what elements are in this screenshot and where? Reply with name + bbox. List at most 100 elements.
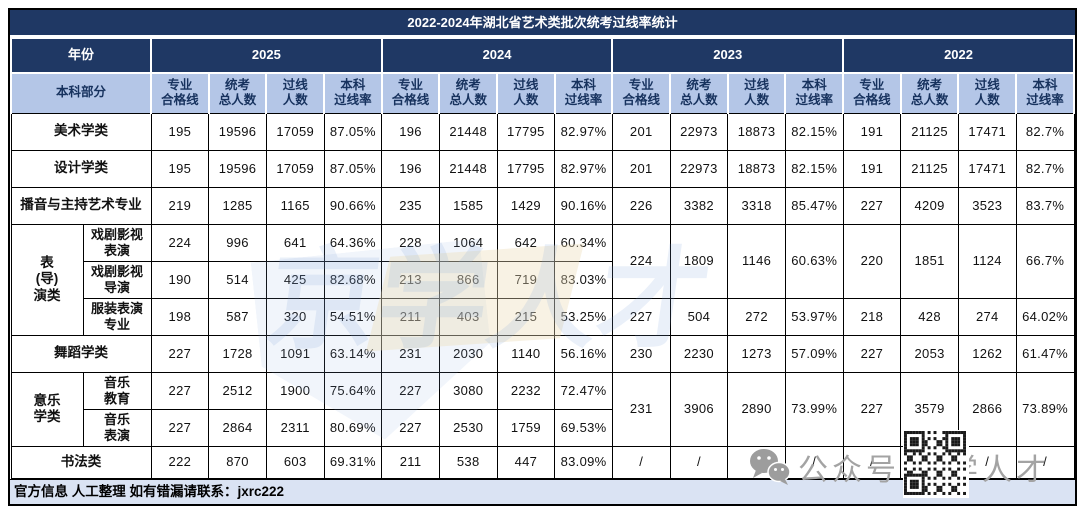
table-cell: 3906 — [669, 371, 729, 447]
table-cell: 191 — [842, 112, 902, 151]
table-cell: 201 — [611, 112, 671, 151]
table-cell: 3382 — [669, 186, 729, 225]
table-row: 舞蹈学类 227 1728 1091 63.14% 231 2030 1140 56.16% 23… — [10, 334, 1075, 373]
table-cell: 224 — [150, 223, 210, 262]
row-label: 戏剧影视 表演 — [82, 223, 152, 262]
table-cell: 1759 — [496, 408, 556, 447]
table-cell: 1146 — [727, 223, 786, 299]
table-cell: 198 — [150, 297, 210, 336]
table-cell: 2232 — [496, 371, 556, 410]
table-cell: 82.68% — [323, 260, 383, 299]
table-cell: 83.7% — [1015, 186, 1075, 225]
table-cell: 2230 — [669, 334, 729, 373]
table-cell: 21125 — [900, 149, 959, 188]
table-cell: 21448 — [438, 149, 498, 188]
table-cell: 17471 — [957, 112, 1017, 151]
table-cell: 19596 — [208, 112, 267, 151]
table-cell: 218 — [842, 297, 902, 336]
table-cell: 82.7% — [1015, 112, 1075, 151]
table-cell: 22973 — [669, 149, 729, 188]
table-cell: 211 — [381, 297, 440, 336]
year-header-2023: 2023 — [611, 37, 845, 74]
table-cell: / — [900, 445, 959, 479]
table-cell: 195 — [150, 112, 210, 151]
table-cell: 996 — [208, 223, 267, 262]
table-cell: 227 — [842, 334, 902, 373]
table-cell: 1140 — [496, 334, 556, 373]
table-cell: 1809 — [669, 223, 729, 299]
column-header: 专业 合格线 — [611, 72, 672, 114]
table-cell: 80.69% — [323, 408, 383, 447]
table-body: 美术学类 195 19596 17059 87.05% 196 21448 17795 82.9… — [10, 112, 1075, 479]
table-cell: 82.97% — [554, 112, 613, 151]
stats-table-frame: 2022-2024年湖北省艺术类批次统考过线率统计 年份 2025 2024 2023… — [8, 8, 1077, 506]
column-header: 过线 人数 — [726, 72, 787, 114]
table-cell: 60.63% — [784, 223, 844, 299]
table-cell: 1429 — [496, 186, 556, 225]
table-cell: 69.53% — [554, 408, 613, 447]
table-row: 表 (导) 演类 戏剧影视 表演 224 996 641 64.36% 228 1064 642… — [10, 223, 1075, 336]
table-cell: 17795 — [496, 149, 556, 188]
table-cell: 83.03% — [554, 260, 613, 299]
table-cell: 224 — [611, 223, 671, 299]
table-cell: 53.25% — [554, 297, 613, 336]
table-cell: 227 — [842, 186, 902, 225]
table-cell: 220 — [842, 223, 902, 299]
table-header: 年份 2025 2024 2023 2022 本科部分 专业 合格线 统考 总人数 过线 人数… — [9, 37, 1075, 114]
table-cell: 1585 — [438, 186, 498, 225]
table-cell: 57.09% — [784, 334, 844, 373]
footer-note: 官方信息 人工整理 如有错漏请联系：jxrc222 — [10, 478, 1075, 504]
table-cell: 642 — [496, 223, 556, 262]
table-cell: 403 — [438, 297, 498, 336]
table-cell: / — [957, 445, 1017, 479]
table-cell: 75.64% — [323, 371, 383, 410]
table-cell: 54.51% — [323, 297, 383, 336]
table-cell: 1851 — [900, 223, 959, 299]
table-cell: 195 — [150, 149, 210, 188]
table-cell: 866 — [438, 260, 498, 299]
row-label: 设计学类 — [10, 149, 152, 188]
column-header: 过线 人数 — [265, 72, 326, 114]
row-label: 音乐 教育 — [82, 371, 152, 410]
table-cell: 82.97% — [554, 149, 613, 188]
table-cell: / — [842, 445, 902, 479]
table-cell: 641 — [265, 223, 325, 262]
table-cell: 272 — [727, 297, 786, 336]
table-cell: / — [727, 445, 786, 479]
table-cell: 227 — [842, 371, 902, 447]
table-cell: 201 — [611, 149, 671, 188]
section-header-label: 本科部分 — [9, 72, 153, 114]
table-cell: 2890 — [727, 371, 786, 447]
table-cell: 53.97% — [784, 297, 844, 336]
table-cell: 1900 — [265, 371, 325, 410]
table-cell: 222 — [150, 445, 210, 479]
table-cell: 235 — [381, 186, 440, 225]
table-cell: 60.34% — [554, 223, 613, 262]
table-cell: 73.99% — [784, 371, 844, 447]
table-cell: 4209 — [900, 186, 959, 225]
table-cell: 425 — [265, 260, 325, 299]
table-cell: 85.47% — [784, 186, 844, 225]
table-cell: 1124 — [957, 223, 1017, 299]
table-cell: 227 — [381, 371, 440, 410]
table-cell: 2030 — [438, 334, 498, 373]
table-cell: 82.15% — [784, 112, 844, 151]
table-row: 美术学类 195 19596 17059 87.05% 196 21448 17795 82.9… — [10, 112, 1075, 151]
table-cell: 17471 — [957, 149, 1017, 188]
table-cell: 227 — [150, 408, 210, 447]
row-label: 播音与主持艺术专业 — [10, 186, 152, 225]
column-header: 专业 合格线 — [380, 72, 441, 114]
table-cell: 213 — [381, 260, 440, 299]
table-row: 书法类 222 870 603 69.31% 211 538 447 83.09% / / / / / / /… — [10, 445, 1075, 479]
table-cell: 87.05% — [323, 149, 383, 188]
table-cell: 2864 — [208, 408, 267, 447]
year-header-2025: 2025 — [150, 37, 383, 74]
stats-table: 年份 2025 2024 2023 2022 本科部分 专业 合格线 统考 总人数 过线 人数… — [9, 37, 1075, 479]
row-label: 书法类 — [10, 445, 152, 479]
table-cell: 587 — [208, 297, 267, 336]
table-cell: 17059 — [265, 112, 325, 151]
year-header-row: 年份 2025 2024 2023 2022 — [9, 37, 1075, 74]
table-cell: 1165 — [265, 186, 325, 225]
table-cell: 191 — [842, 149, 902, 188]
